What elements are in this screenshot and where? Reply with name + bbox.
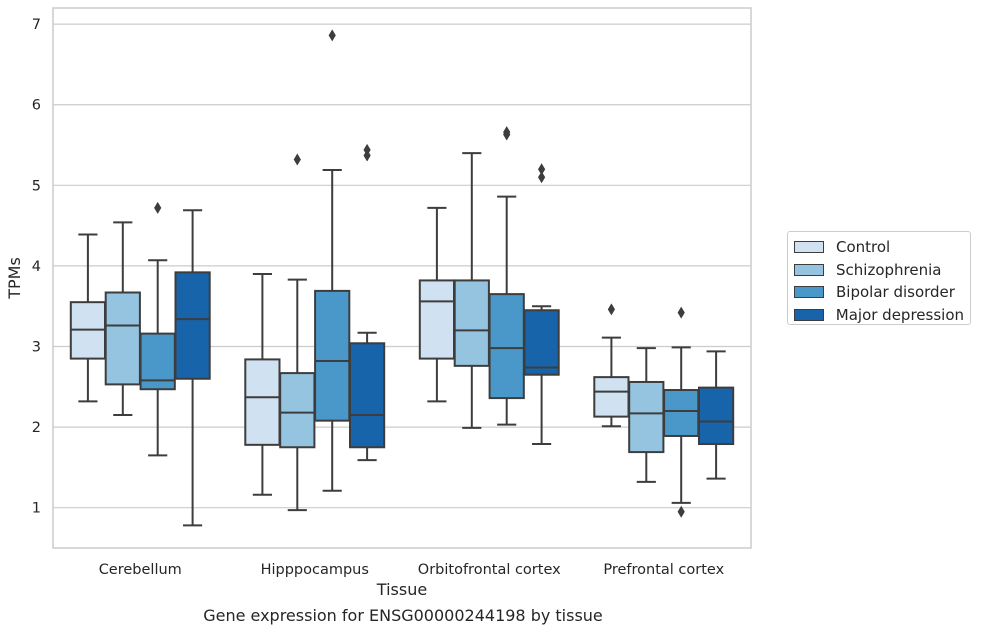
box xyxy=(139,201,176,457)
box-body xyxy=(174,271,211,380)
outlier-point xyxy=(503,126,511,139)
legend-item: Control xyxy=(794,236,964,259)
box-body xyxy=(314,289,351,422)
outlier-point xyxy=(363,143,371,156)
box-body xyxy=(697,386,735,446)
box xyxy=(174,209,211,527)
box xyxy=(488,126,525,426)
legend-item: Schizophrenia xyxy=(794,259,964,282)
legend: Control Schizophrenia Bipolar disorder Majo… xyxy=(787,231,971,325)
box-body xyxy=(453,279,490,367)
box-body xyxy=(104,291,141,386)
plot-frame xyxy=(52,7,752,549)
legend-label: Major depression xyxy=(835,305,964,324)
box-body xyxy=(628,380,665,454)
outlier-point xyxy=(293,153,301,166)
legend-swatch xyxy=(794,308,824,321)
box xyxy=(104,221,141,417)
y-tick-label: 1 xyxy=(32,501,41,517)
box-body xyxy=(523,309,560,376)
x-tick-labels: Cerebellum Hipppocampus Orbitofrontal cort… xyxy=(99,562,725,578)
x-tick-label: Hipppocampus xyxy=(261,562,369,578)
y-axis-label: TPMs xyxy=(5,257,24,300)
box xyxy=(314,29,351,492)
y-tick-label: 3 xyxy=(32,340,41,356)
y-tick-label: 5 xyxy=(32,178,41,194)
box xyxy=(244,272,281,496)
legend-swatch xyxy=(794,263,824,276)
outlier-point xyxy=(677,306,685,319)
y-tick-label: 7 xyxy=(32,17,41,33)
outlier-point xyxy=(154,201,162,214)
box-body xyxy=(488,293,525,400)
box xyxy=(593,303,630,428)
legend-label: Schizophrenia xyxy=(836,260,942,279)
x-tick-label: Prefrontal cortex xyxy=(603,562,724,578)
box xyxy=(348,143,386,462)
x-tick-label: Orbitofrontal cortex xyxy=(418,562,561,578)
outlier-point xyxy=(607,303,615,316)
box-body xyxy=(348,342,386,449)
outlier-point xyxy=(538,171,546,184)
box xyxy=(628,347,665,483)
legend-swatch xyxy=(794,241,824,254)
box xyxy=(69,233,107,403)
box xyxy=(663,306,700,518)
outlier-point xyxy=(328,29,336,42)
outlier-point xyxy=(538,163,546,176)
box xyxy=(279,153,316,512)
y-tick-label: 2 xyxy=(32,420,41,436)
box xyxy=(523,163,560,446)
figure-caption: Gene expression for ENSG00000244198 by t… xyxy=(203,606,603,625)
box-body xyxy=(593,376,630,418)
legend-item: Major depression xyxy=(794,304,964,327)
boxes-layer xyxy=(69,29,735,527)
outlier-point xyxy=(677,505,685,518)
y-tick-label: 6 xyxy=(32,98,41,114)
legend-label: Bipolar disorder xyxy=(836,283,955,302)
box xyxy=(418,206,456,403)
x-tick-label: Cerebellum xyxy=(99,562,182,578)
legend-label: Control xyxy=(836,238,891,257)
box xyxy=(453,152,490,429)
box-body xyxy=(244,358,281,446)
box xyxy=(697,350,735,480)
legend-swatch xyxy=(794,286,824,299)
y-tick-labels: 1 2 3 4 5 6 7 xyxy=(32,17,41,517)
box-body xyxy=(279,372,316,449)
legend-item: Bipolar disorder xyxy=(794,281,964,304)
box-body xyxy=(663,389,700,437)
x-axis-label: Tissue xyxy=(376,580,427,599)
y-tick-label: 4 xyxy=(32,259,41,275)
box-body xyxy=(418,279,456,360)
